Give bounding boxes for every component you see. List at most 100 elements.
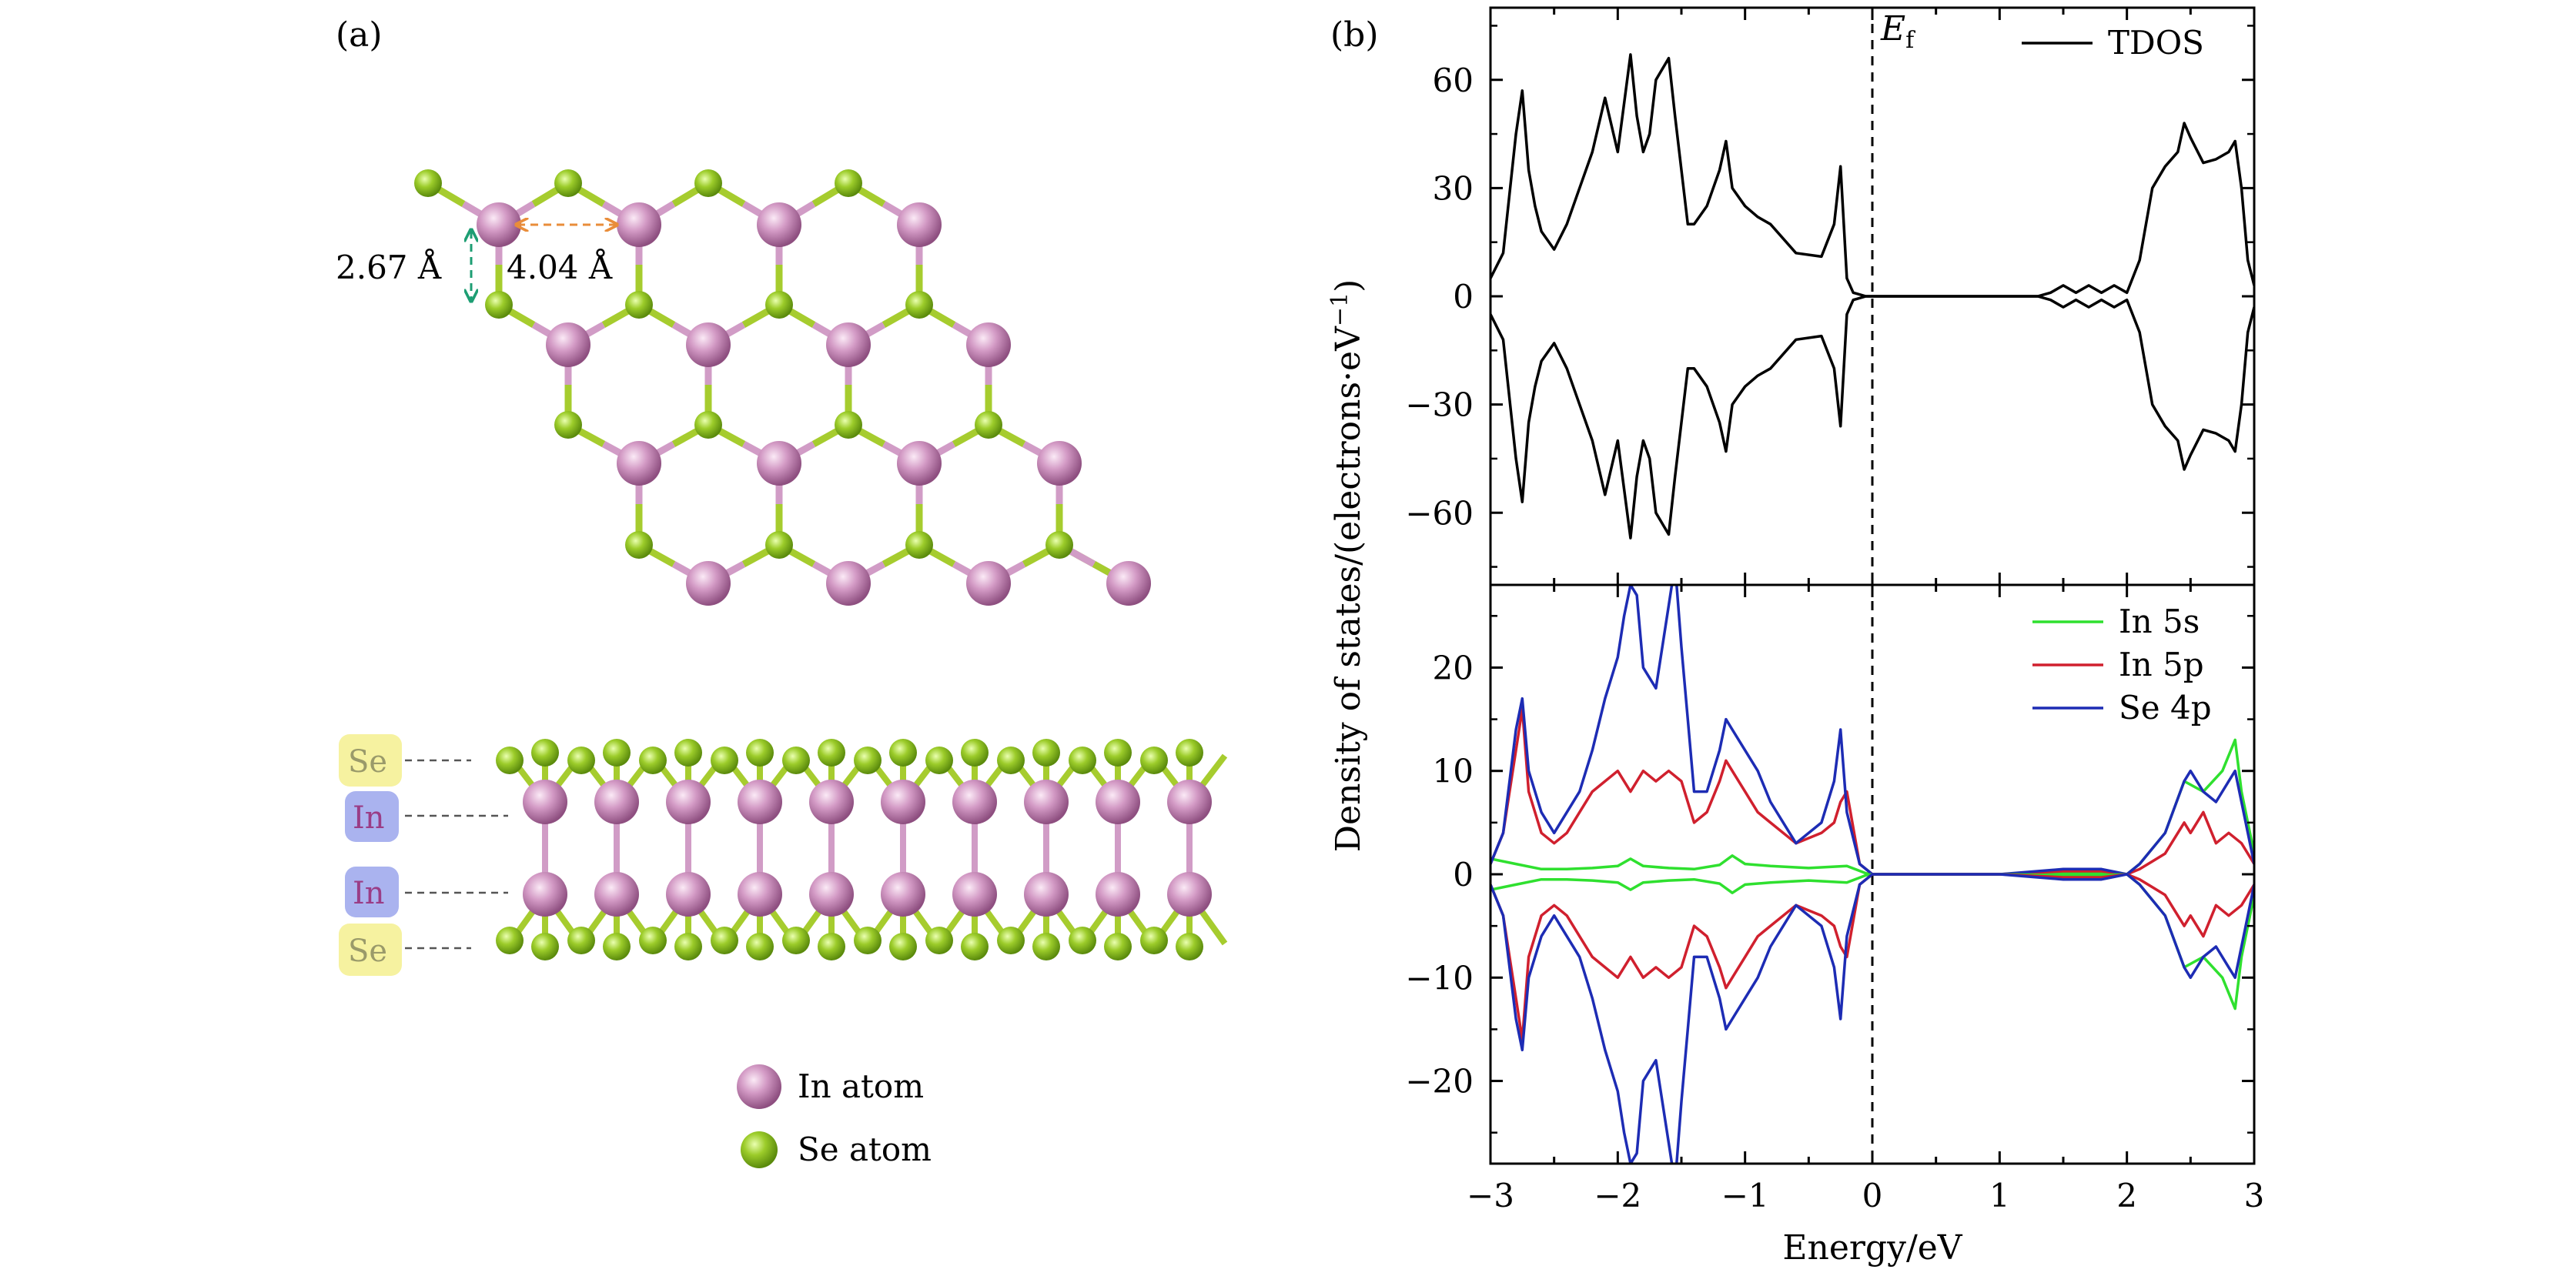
se-atom	[1045, 531, 1073, 559]
in-atom	[897, 202, 942, 247]
in-atom	[952, 780, 997, 824]
in-atom	[1037, 441, 1082, 486]
se-atom	[818, 739, 845, 767]
x-tick-label: −3	[1467, 1177, 1514, 1214]
in-atom	[757, 202, 801, 247]
y-tick-label: 10	[1433, 753, 1474, 790]
series-line-mirror-1	[1490, 295, 2254, 539]
se-atom	[961, 739, 989, 767]
se-atom	[567, 927, 595, 954]
se-atom	[997, 747, 1025, 774]
x-tick-label: 0	[1862, 1177, 1883, 1214]
in-atom	[686, 322, 731, 367]
series-line-in-5p	[1490, 707, 2254, 876]
layer-label-in-lower: In	[353, 876, 385, 911]
side-view-structure	[496, 739, 1228, 960]
in-atom	[617, 202, 661, 247]
panel-a: (a) 2.67 Å 4.04 Å Se In In Se	[336, 15, 1228, 1168]
in-atom	[809, 872, 854, 917]
x-axis-label: Energy/eV	[1782, 1228, 1962, 1268]
se-atom	[905, 531, 933, 559]
se-atom	[1032, 933, 1060, 960]
y-tick-label: 60	[1433, 62, 1474, 99]
in-atom	[826, 561, 871, 606]
se-atom	[889, 933, 917, 960]
in-atom	[666, 780, 711, 824]
y-axis-label: Density of states/(electrons·eV−1)	[1326, 279, 1368, 853]
se-atom	[1104, 933, 1132, 960]
y-tick-label: 0	[1453, 856, 1474, 894]
se-atom	[639, 927, 667, 954]
se-atom	[485, 291, 513, 319]
x-tick-label: −1	[1721, 1177, 1769, 1214]
series-line-mirror-5	[1490, 873, 2254, 1164]
in-atom	[881, 872, 925, 917]
in-atom	[1167, 872, 1212, 917]
x-tick-label: 3	[2244, 1177, 2265, 1214]
se-atom	[1104, 739, 1132, 767]
se-atom	[835, 411, 862, 439]
se-atom	[711, 747, 738, 774]
se-atom	[975, 411, 1002, 439]
se-atom	[746, 739, 774, 767]
se-atom	[496, 927, 524, 954]
top-view-structure	[414, 169, 1151, 606]
panel-a-label: (a)	[336, 15, 383, 55]
in-atom	[1024, 872, 1069, 917]
se-atom	[1032, 739, 1060, 767]
in-atom	[1167, 780, 1212, 824]
se-atom	[889, 739, 917, 767]
layer-labels: Se In In Se	[339, 734, 508, 976]
series-line-mirror-3	[1490, 873, 2254, 1010]
se-atom	[694, 411, 722, 439]
se-atom	[625, 531, 653, 559]
x-tick-label: 2	[2116, 1177, 2137, 1214]
layer-label-in-upper: In	[353, 800, 385, 836]
legend-label: In 5s	[2119, 603, 2200, 640]
se-atom	[746, 933, 774, 960]
se-atom-legend-symbol	[741, 1131, 778, 1168]
in-atom	[1024, 780, 1069, 824]
series-line-mirror-4	[1490, 873, 2254, 1041]
in-atom	[594, 872, 639, 917]
in-atom	[1096, 872, 1140, 917]
in-atom	[966, 561, 1011, 606]
se-atom	[1069, 927, 1096, 954]
x-tick-label: −2	[1594, 1177, 1641, 1214]
y-tick-label: 20	[1433, 649, 1474, 686]
in-atom	[1096, 780, 1140, 824]
in-atom	[686, 561, 731, 606]
in-atom	[738, 780, 782, 824]
tdos-plot: 60 30 0 −30 −60 TDOS	[1405, 6, 2256, 586]
legend-label: In 5p	[2119, 646, 2204, 683]
x-tick-label: 1	[1989, 1177, 2010, 1214]
in-atom	[523, 780, 567, 824]
se-atom	[854, 747, 882, 774]
in-atom	[617, 441, 661, 486]
series-line-tdos	[1490, 53, 2254, 298]
se-atom	[905, 291, 933, 319]
se-atom	[567, 747, 595, 774]
fermi-level-label: Ef	[1880, 9, 1915, 54]
in-atom	[477, 202, 521, 247]
atom-legend: In atom Se atom	[737, 1064, 932, 1168]
se-atom	[961, 933, 989, 960]
se-atom	[674, 933, 702, 960]
se-atom-legend-label: Se atom	[798, 1131, 932, 1168]
in-atom	[738, 872, 782, 917]
y-tick-label: 30	[1433, 169, 1474, 207]
se-atom	[1069, 747, 1096, 774]
series-line-in-5s	[1490, 738, 2254, 876]
in-atom	[666, 872, 711, 917]
se-atom	[711, 927, 738, 954]
in-atom	[952, 872, 997, 917]
y-tick-label: −10	[1405, 959, 1474, 997]
se-atom	[835, 169, 862, 197]
se-atom	[603, 739, 631, 767]
y-tick-label: −20	[1405, 1063, 1474, 1101]
se-atom	[925, 747, 953, 774]
se-atom	[531, 739, 559, 767]
se-atom	[694, 169, 722, 197]
